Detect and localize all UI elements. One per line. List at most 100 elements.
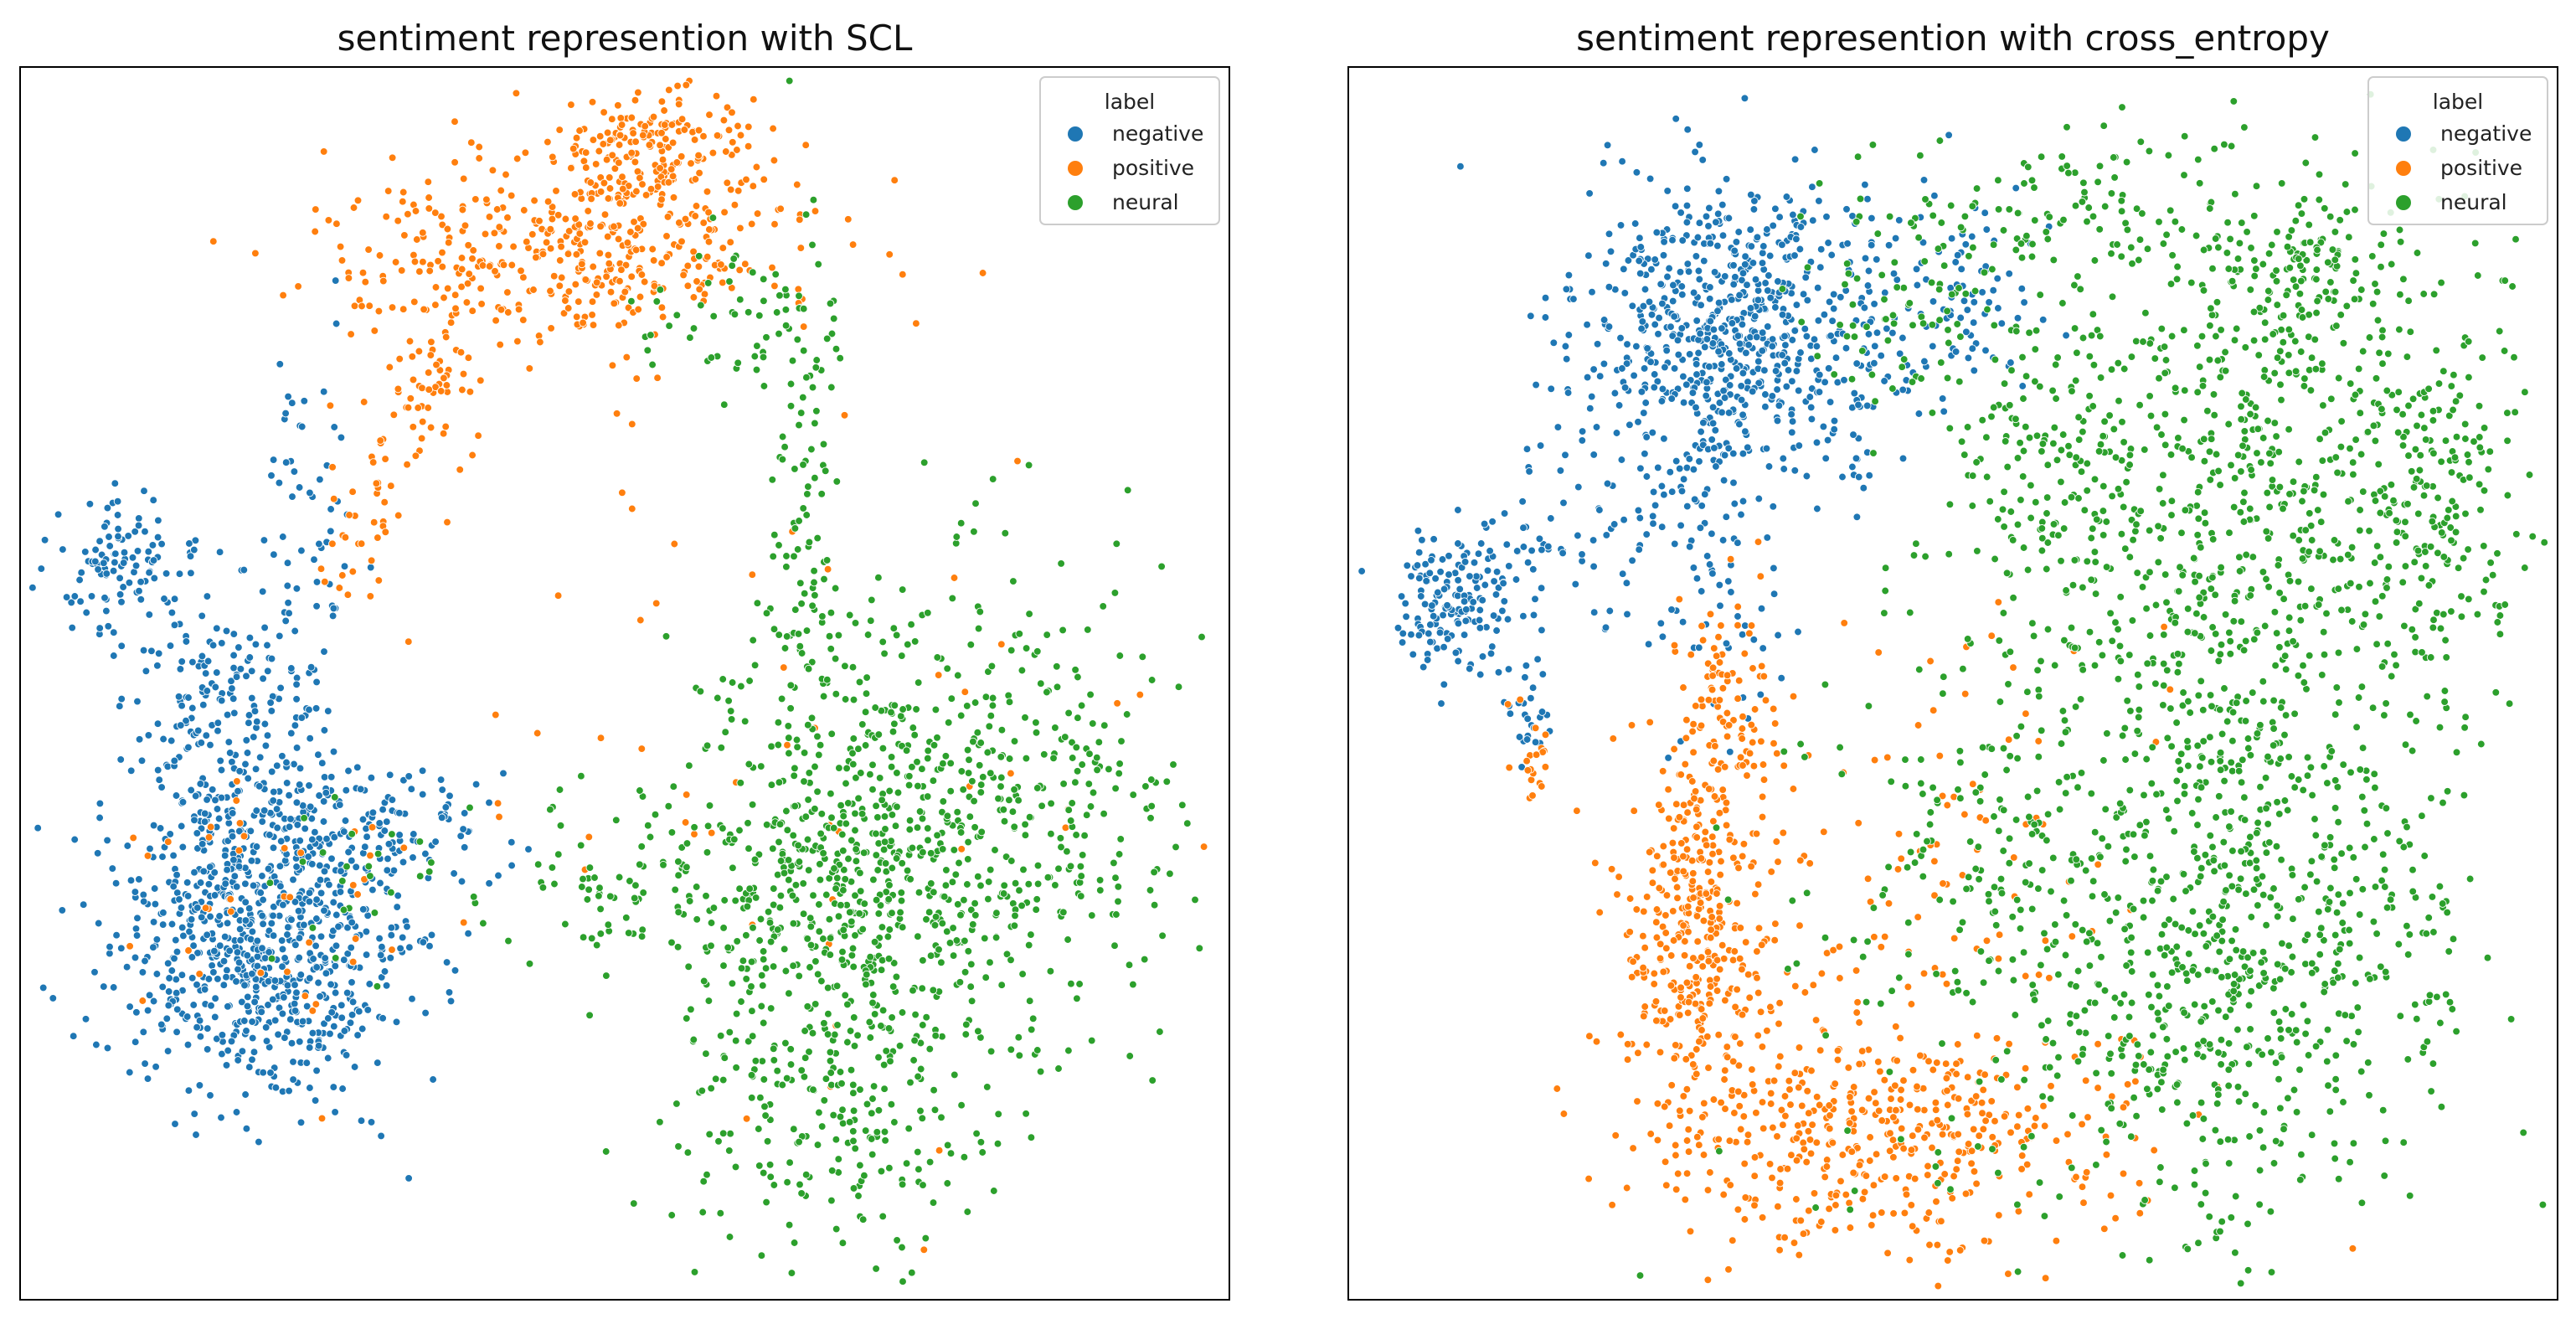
point-neural	[908, 762, 916, 771]
point-negative	[418, 790, 427, 799]
point-negative	[1780, 332, 1789, 341]
point-negative	[1578, 557, 1586, 565]
point-neural	[825, 915, 834, 924]
point-neural	[847, 917, 856, 926]
point-positive	[399, 843, 409, 853]
point-neural	[832, 884, 840, 893]
point-negative	[425, 941, 434, 951]
point-neural	[1024, 940, 1033, 950]
point-negative	[1531, 738, 1540, 747]
point-positive	[586, 178, 595, 187]
point-negative	[1889, 269, 1899, 278]
point-negative	[1672, 114, 1681, 123]
point-negative	[283, 581, 292, 590]
point-positive	[1662, 929, 1671, 937]
point-positive	[734, 121, 742, 131]
point-negative	[291, 981, 299, 989]
point-negative	[1778, 240, 1786, 250]
point-negative	[418, 766, 427, 775]
point-negative	[451, 966, 460, 975]
point-neural	[759, 947, 768, 956]
point-negative	[323, 707, 332, 715]
point-neural	[921, 1234, 930, 1243]
point-neural	[872, 851, 881, 859]
point-neural	[953, 899, 962, 909]
point-negative	[1821, 378, 1829, 387]
point-negative	[230, 872, 240, 881]
point-negative	[246, 935, 255, 944]
point-positive	[1772, 749, 1781, 758]
point-neural	[829, 1110, 838, 1120]
point-negative	[1543, 542, 1553, 551]
point-positive	[234, 846, 244, 855]
point-neural	[1110, 589, 1120, 597]
point-negative	[1705, 294, 1714, 303]
point-positive	[592, 278, 601, 287]
point-negative	[1734, 538, 1742, 548]
point-negative	[1658, 632, 1667, 641]
point-positive	[1709, 817, 1718, 826]
point-positive	[617, 121, 626, 129]
point-positive	[1679, 1092, 1688, 1100]
point-negative	[322, 834, 331, 843]
point-positive	[548, 152, 557, 162]
point-negative	[126, 1002, 134, 1011]
point-negative	[1661, 363, 1669, 372]
point-positive	[1664, 814, 1673, 823]
point-neural	[860, 899, 869, 908]
point-positive	[1754, 1031, 1763, 1040]
point-positive	[495, 223, 504, 231]
point-neural	[852, 845, 860, 853]
point-negative	[1672, 456, 1681, 466]
point-positive	[399, 305, 408, 314]
point-negative	[285, 791, 293, 800]
point-negative	[1724, 444, 1734, 453]
point-negative	[183, 892, 193, 900]
point-neural	[1021, 713, 1029, 722]
point-positive	[419, 257, 427, 266]
point-positive	[464, 353, 473, 363]
point-neural	[885, 1163, 894, 1172]
point-negative	[1792, 301, 1801, 309]
point-positive	[770, 156, 779, 165]
point-positive	[459, 174, 468, 183]
point-negative	[225, 946, 234, 956]
point-negative	[193, 726, 203, 735]
point-negative	[1849, 430, 1857, 439]
point-negative	[171, 935, 180, 945]
point-neural	[797, 649, 806, 657]
point-negative	[134, 514, 143, 523]
point-negative	[192, 1131, 200, 1139]
point-neural	[939, 759, 947, 768]
point-negative	[332, 941, 341, 951]
point-positive	[492, 205, 502, 214]
point-neural	[636, 786, 644, 795]
point-neural	[806, 922, 816, 931]
point-negative	[1538, 670, 1548, 678]
point-negative	[326, 527, 335, 536]
point-negative	[1610, 389, 1620, 398]
point-positive	[1652, 852, 1662, 861]
point-negative	[245, 653, 255, 662]
point-neural	[786, 1044, 796, 1054]
point-neural	[596, 904, 605, 914]
point-neural	[858, 925, 868, 934]
point-neural	[1059, 908, 1068, 917]
point-positive	[456, 348, 466, 357]
point-negative	[195, 1016, 204, 1025]
point-positive	[636, 616, 645, 625]
point-positive	[657, 303, 667, 312]
point-negative	[1641, 285, 1650, 294]
point-negative	[485, 878, 493, 888]
point-neural	[745, 677, 754, 685]
point-negative	[1647, 310, 1656, 319]
point-negative	[329, 747, 338, 756]
point-neural	[648, 360, 657, 369]
point-neural	[866, 770, 874, 779]
point-positive	[890, 176, 899, 185]
point-negative	[203, 796, 211, 804]
point-negative	[245, 904, 254, 913]
point-positive	[424, 178, 433, 187]
point-negative	[135, 875, 143, 884]
point-negative	[1880, 288, 1889, 297]
